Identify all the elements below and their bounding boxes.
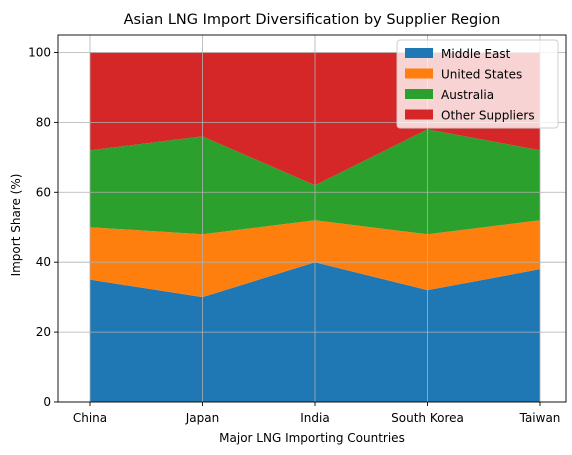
y-tick-label: 80 [36, 115, 51, 129]
x-tick-label: India [300, 411, 329, 425]
legend-box [396, 39, 559, 129]
legend-swatch [405, 48, 433, 58]
x-tick-label: South Korea [391, 411, 464, 425]
x-axis-ticks: China Japan India South Korea Taiwan [73, 402, 561, 425]
chart-title: Asian LNG Import Diversification by Supp… [124, 12, 501, 28]
legend: Middle East United States Australia Other S… [396, 39, 559, 129]
axes-frame [57, 34, 567, 403]
y-axis-ticks: 0 20 40 60 80 100 [28, 45, 58, 409]
legend-swatch [405, 68, 433, 79]
legend-swatch [405, 109, 433, 120]
axes-border [57, 34, 567, 403]
x-axis-label: Major LNG Importing Countries [219, 431, 405, 445]
legend-entry: Middle East [441, 47, 511, 61]
legend-entry: Other Suppliers [441, 109, 535, 123]
legend-entry: United States [441, 68, 522, 82]
y-axis-label: Import Share (%) [9, 174, 23, 277]
legend-entry: Australia [441, 88, 494, 102]
x-tick-label: Taiwan [519, 411, 561, 425]
y-tick-label: 20 [36, 325, 51, 339]
y-tick-label: 40 [36, 255, 51, 269]
y-tick-label: 0 [43, 395, 51, 409]
y-tick-label: 100 [28, 45, 51, 59]
legend-swatch [405, 89, 433, 99]
x-tick-label: China [73, 411, 107, 425]
x-tick-label: Japan [185, 411, 219, 425]
y-tick-label: 60 [36, 185, 51, 199]
